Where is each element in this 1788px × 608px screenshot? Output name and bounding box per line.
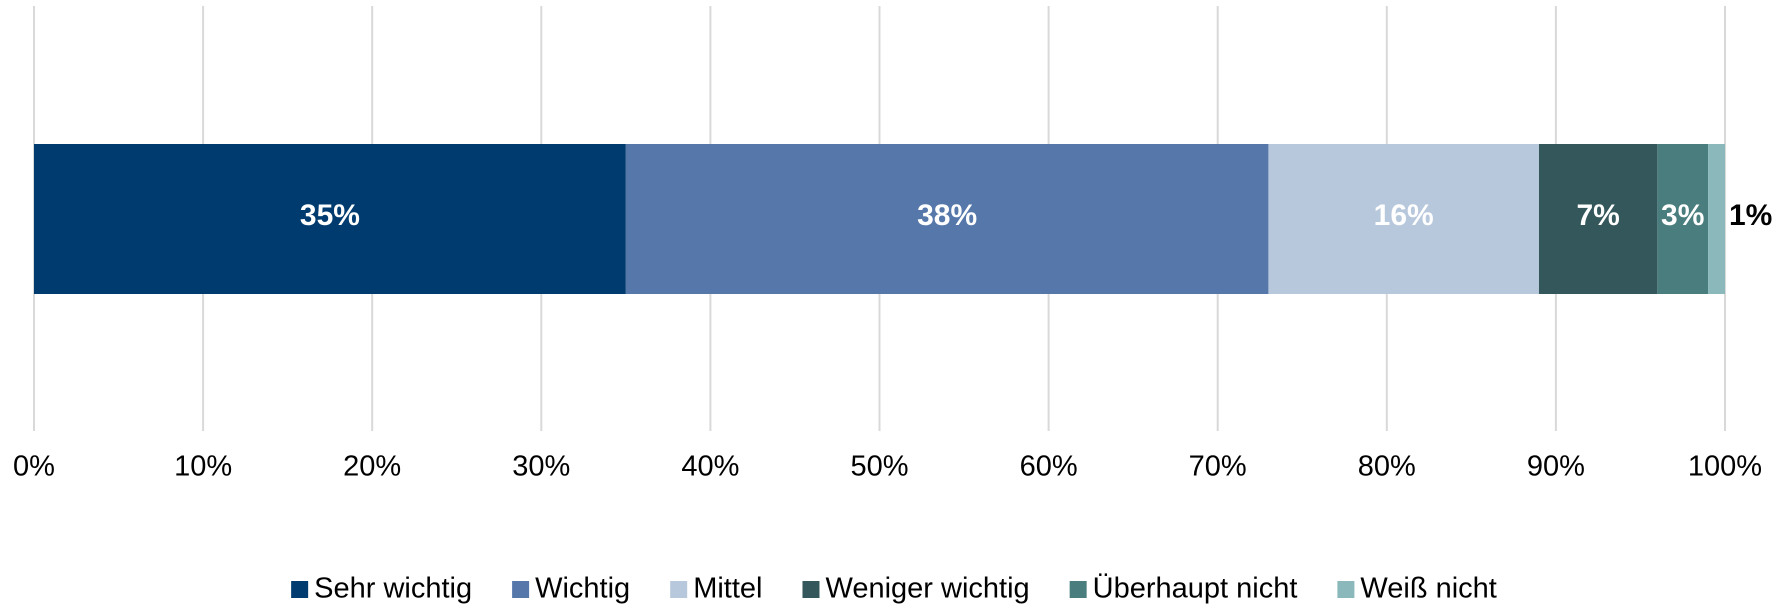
legend-swatch: [1069, 581, 1087, 598]
data-label: 7%: [1576, 199, 1619, 232]
x-tick-label: 50%: [850, 451, 908, 483]
legend: Sehr wichtig Wichtig Mittel Weniger wichtig…: [291, 573, 1497, 605]
x-tick-label: 0%: [13, 451, 55, 483]
x-tick-label: 40%: [681, 451, 739, 483]
bar-segment: [1657, 144, 1709, 294]
legend-swatch: [670, 581, 688, 598]
bar-segment: [625, 144, 1269, 294]
bar-segment: [1708, 144, 1725, 294]
data-label: 35%: [300, 199, 360, 232]
legend-label: Überhaupt nicht: [1093, 573, 1298, 605]
legend-swatch: [291, 581, 309, 598]
legend-swatch: [802, 581, 820, 598]
bar-segment: [1268, 144, 1539, 294]
x-tick-label: 80%: [1358, 451, 1416, 483]
legend-swatch: [512, 581, 530, 598]
x-tick-label: 10%: [174, 451, 232, 483]
legend-label: Sehr wichtig: [314, 573, 472, 605]
data-label: 1%: [1729, 199, 1772, 232]
bar-segment: [34, 144, 626, 294]
legend-label: Weiß nicht: [1360, 573, 1496, 605]
legend-label: Wichtig: [535, 573, 630, 605]
legend-label: Mittel: [693, 573, 762, 605]
x-tick-label: 30%: [512, 451, 570, 483]
data-label: 38%: [917, 199, 977, 232]
x-tick-label: 20%: [343, 451, 401, 483]
legend-swatch: [1337, 581, 1355, 598]
legend-label: Weniger wichtig: [825, 573, 1029, 605]
x-tick-label: 60%: [1020, 451, 1078, 483]
x-tick-label: 70%: [1189, 451, 1247, 483]
x-tick-label: 90%: [1527, 451, 1585, 483]
x-tick-label: 100%: [1688, 451, 1762, 483]
data-label: 3%: [1661, 199, 1704, 232]
bar-segment: [1538, 144, 1658, 294]
data-label: 16%: [1374, 199, 1434, 232]
